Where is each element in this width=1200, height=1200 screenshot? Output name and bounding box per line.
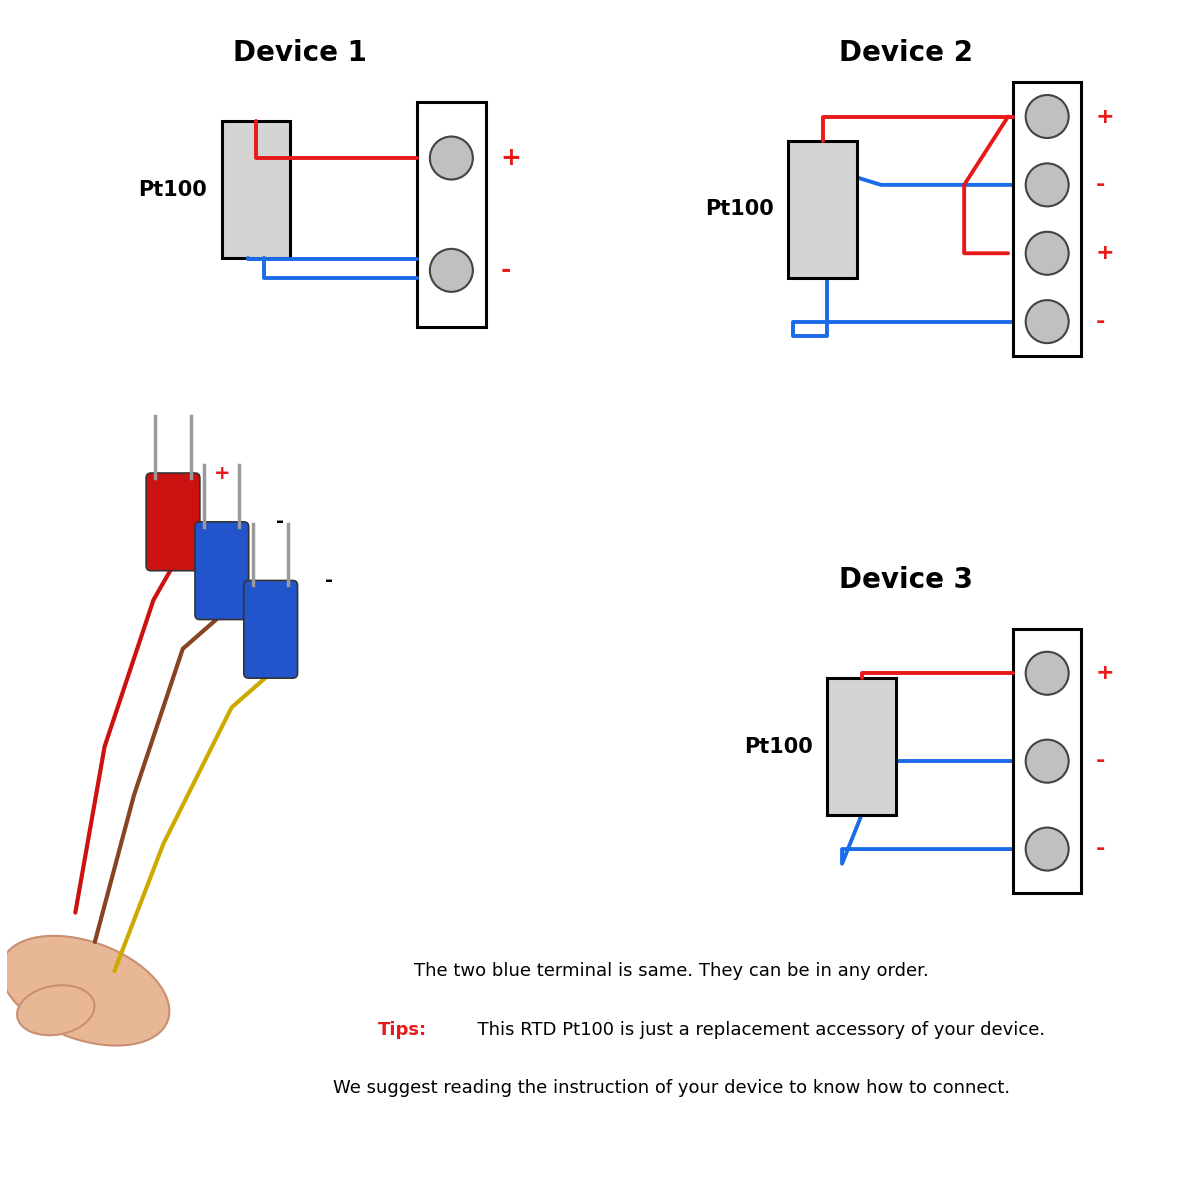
- Circle shape: [1026, 95, 1069, 138]
- Text: -: -: [1096, 312, 1105, 331]
- FancyBboxPatch shape: [244, 581, 298, 678]
- Circle shape: [1026, 232, 1069, 275]
- Text: +: +: [214, 463, 230, 482]
- Text: Device 1: Device 1: [233, 40, 367, 67]
- Text: -: -: [1096, 175, 1105, 194]
- Text: This RTD Pt100 is just a replacement accessory of your device.: This RTD Pt100 is just a replacement acc…: [466, 1021, 1045, 1039]
- Circle shape: [1026, 300, 1069, 343]
- Text: -: -: [325, 571, 334, 590]
- Text: -: -: [276, 512, 284, 532]
- Ellipse shape: [17, 985, 95, 1036]
- Bar: [222, 121, 290, 258]
- Text: Pt100: Pt100: [138, 180, 208, 199]
- Circle shape: [1026, 828, 1069, 870]
- Text: Tips:: Tips:: [378, 1021, 427, 1039]
- Bar: [418, 102, 486, 326]
- Circle shape: [1026, 652, 1069, 695]
- Circle shape: [430, 137, 473, 180]
- Bar: [1013, 629, 1081, 893]
- Text: -: -: [500, 258, 510, 282]
- Text: The two blue terminal is same. They can be in any order.: The two blue terminal is same. They can …: [414, 962, 929, 980]
- Text: +: +: [500, 146, 521, 170]
- Text: -: -: [1096, 751, 1105, 772]
- Text: Pt100: Pt100: [704, 199, 774, 220]
- Circle shape: [1026, 163, 1069, 206]
- Text: We suggest reading the instruction of your device to know how to connect.: We suggest reading the instruction of yo…: [332, 1079, 1009, 1097]
- Text: Device 3: Device 3: [839, 566, 972, 594]
- Bar: [828, 678, 895, 815]
- Text: Pt100: Pt100: [744, 737, 812, 756]
- FancyBboxPatch shape: [146, 473, 200, 571]
- Circle shape: [430, 248, 473, 292]
- Bar: [1013, 83, 1081, 356]
- Ellipse shape: [1, 936, 169, 1045]
- Text: +: +: [1096, 664, 1115, 683]
- FancyBboxPatch shape: [194, 522, 248, 619]
- Text: +: +: [1096, 107, 1115, 126]
- Text: +: +: [1096, 244, 1115, 263]
- Text: -: -: [1096, 839, 1105, 859]
- Text: Device 2: Device 2: [839, 40, 972, 67]
- Circle shape: [1026, 739, 1069, 782]
- Bar: [788, 140, 857, 277]
